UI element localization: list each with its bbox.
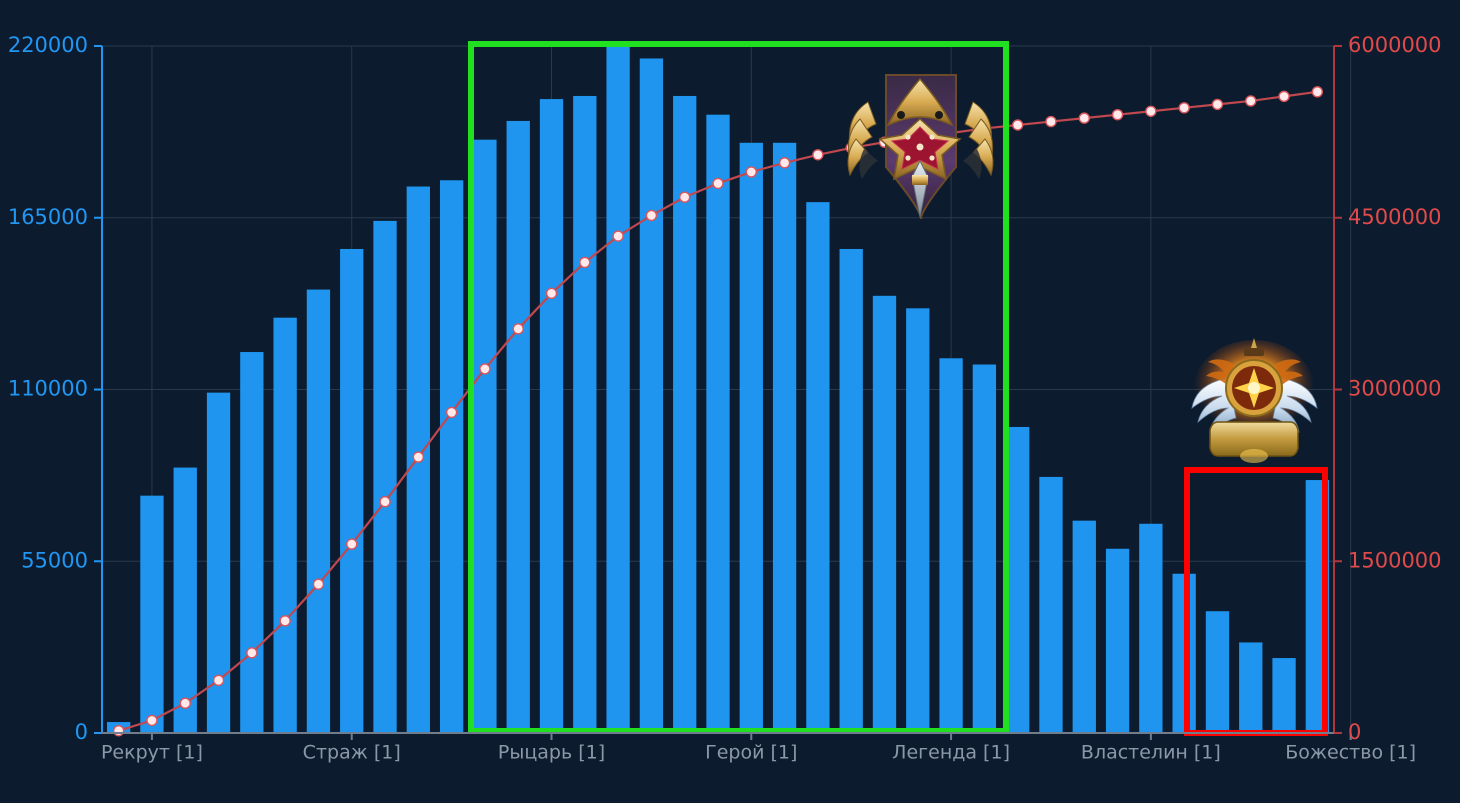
x-axis-ticks	[150, 733, 1352, 740]
bar	[972, 364, 997, 733]
x-category-label: Властелин [1]	[1081, 742, 1221, 764]
trend-point	[545, 287, 558, 300]
bar	[373, 220, 397, 733]
bar	[772, 142, 797, 733]
trend-point	[279, 615, 291, 627]
trend-point	[479, 363, 491, 375]
trend-point	[179, 697, 191, 709]
right-tick-label: 1500000	[1348, 548, 1442, 572]
trend-point	[778, 157, 791, 169]
left-tick-label: 220000	[8, 33, 88, 57]
trend-point	[712, 177, 724, 190]
x-category-label: Герой [1]	[705, 742, 797, 764]
x-category-label: Легенда [1]	[892, 742, 1010, 764]
bar	[1205, 611, 1230, 733]
trend-point	[812, 149, 824, 161]
bar	[706, 114, 730, 733]
bar	[1105, 548, 1130, 733]
bar	[1139, 523, 1163, 733]
bar-series	[106, 46, 1330, 734]
left-tick-label: 55000	[21, 548, 88, 572]
bar	[506, 120, 530, 734]
trend-point	[1078, 112, 1090, 124]
right-axis-ticks	[1334, 45, 1342, 734]
bar	[639, 58, 664, 734]
trend-point	[1245, 95, 1257, 107]
bar	[539, 99, 564, 733]
trend-point	[1211, 98, 1224, 111]
bar	[739, 142, 763, 733]
trend-point	[579, 256, 591, 269]
crest-badge-gold	[838, 57, 1003, 232]
bar	[1239, 642, 1263, 733]
trend-point	[1278, 90, 1290, 103]
left-tick-label: 0	[75, 720, 88, 744]
left-axis-ticks	[94, 45, 102, 734]
trend-point	[1111, 108, 1124, 121]
bar	[906, 308, 930, 733]
bar	[1272, 658, 1296, 733]
bar	[439, 180, 464, 733]
trend-point	[1178, 102, 1190, 114]
trend-point	[312, 578, 325, 590]
trend-point	[246, 647, 258, 659]
bar	[1039, 476, 1063, 733]
trend-point	[745, 166, 757, 178]
bar	[806, 202, 830, 734]
trend-point	[445, 406, 458, 419]
bar	[606, 46, 630, 733]
bar	[1072, 520, 1096, 733]
trend-point	[146, 714, 158, 727]
bar	[839, 248, 863, 733]
bar	[939, 358, 963, 733]
bar	[306, 289, 331, 733]
trend-point	[346, 538, 358, 550]
right-axis-tick-labels: 0 1500000 3000000 4500000 6000000	[1348, 33, 1442, 744]
bar	[473, 139, 497, 733]
x-axis-category-labels: Рекрут [1] Страж [1] Рыцарь [1] Герой [1] Ле…	[101, 742, 1416, 764]
x-category-label: Рекрут [1]	[101, 742, 203, 764]
bar	[273, 317, 297, 733]
bar	[140, 495, 164, 733]
bar	[206, 392, 231, 733]
right-tick-label: 4500000	[1348, 205, 1442, 229]
bar	[573, 95, 597, 734]
x-category-label: Божество [1]	[1285, 742, 1416, 764]
trend-point	[679, 191, 691, 203]
bar	[173, 467, 197, 733]
trend-point	[1011, 119, 1024, 131]
left-tick-label: 110000	[8, 377, 88, 401]
x-category-label: Рыцарь [1]	[498, 742, 605, 764]
trend-point	[212, 674, 225, 687]
bar	[872, 295, 897, 733]
trend-point	[1145, 105, 1157, 117]
x-category-label: Страж [1]	[303, 742, 401, 764]
trend-point	[645, 209, 658, 222]
left-tick-label: 165000	[8, 205, 88, 229]
right-tick-label: 3000000	[1348, 377, 1442, 401]
trend-point	[512, 323, 524, 335]
crest-badge-titan	[1182, 330, 1327, 465]
bar	[340, 248, 364, 733]
bar	[1006, 426, 1030, 733]
trend-point	[1045, 115, 1057, 128]
trend-point	[612, 230, 624, 242]
left-axis-tick-labels: 0 55000 110000 165000 220000	[8, 33, 88, 744]
trend-point	[379, 496, 391, 508]
trend-point	[1311, 86, 1324, 98]
trend-point	[112, 725, 125, 737]
green-highlight-box	[468, 41, 1009, 734]
trend-point	[412, 451, 425, 463]
bar	[673, 95, 697, 734]
right-tick-label: 6000000	[1348, 33, 1442, 57]
bar	[240, 352, 264, 733]
right-tick-label: 0	[1348, 720, 1361, 744]
